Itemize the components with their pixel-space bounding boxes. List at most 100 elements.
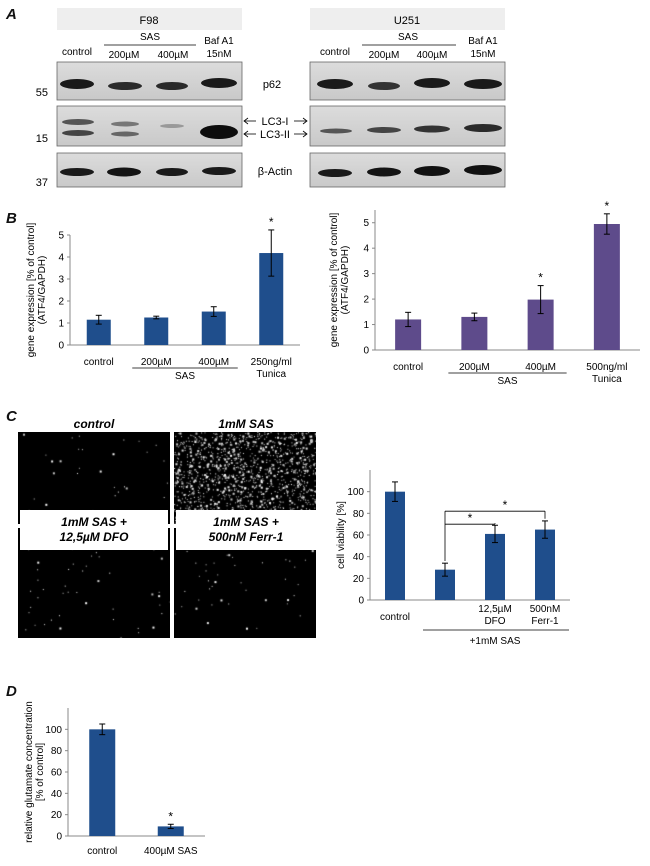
y-tick-label: 80 [353, 509, 365, 520]
micrograph-label-dfo-1: 1mM SAS + [61, 515, 127, 529]
sas-label: SAS [140, 32, 160, 43]
bar [593, 224, 620, 350]
blot-left-p62 [56, 61, 243, 101]
group-label: +1mM SAS [470, 636, 521, 647]
y-axis-label: gene expression [% of control] [26, 223, 37, 358]
y-axis-label: cell viability [%] [336, 501, 347, 569]
lane-label: control [62, 47, 92, 58]
y-tick-label: 80 [51, 746, 63, 757]
bar [201, 311, 226, 345]
y-tick-label: 60 [353, 531, 365, 542]
y-tick-label: 0 [363, 346, 369, 357]
y-axis-label: (ATF4/GAPDH) [340, 246, 351, 315]
panel-letter-b: B [6, 210, 17, 227]
chart-atf4-u251: 0 1 2 3 4 5 gene expression [% of control] (ATF… [329, 200, 640, 387]
x-tick-label: 12,5µM [478, 604, 512, 615]
significance-mark: * [605, 200, 610, 213]
bar [535, 529, 555, 600]
x-tick-label: 200µM [459, 362, 490, 373]
significance-mark: * [269, 215, 274, 229]
x-tick-label: 400µM [198, 357, 229, 368]
x-tick-label: control [393, 362, 423, 373]
micrograph-label-ferr-2: 500nM Ferr-1 [209, 530, 284, 544]
panel-letter-a: A [6, 6, 17, 23]
protein-label-lc3i: LC3-I [262, 116, 289, 128]
x-tick-label: 200µM [141, 357, 172, 368]
x-tick-label: 400µM SAS [144, 846, 198, 857]
y-tick-label: 1 [363, 320, 369, 331]
y-tick-label: 40 [353, 552, 365, 563]
y-tick-label: 60 [51, 768, 63, 779]
protein-label-p62: p62 [263, 79, 281, 91]
significance-mark: * [503, 498, 508, 512]
micrograph-label-control: control [74, 417, 115, 431]
x-tick-label: Tunica [592, 374, 622, 385]
y-tick-label: 2 [363, 295, 369, 306]
blot-right-actin [309, 152, 506, 188]
y-tick-label: 0 [358, 596, 364, 607]
y-tick-label: 3 [363, 269, 369, 280]
y-tick-label: 20 [51, 810, 63, 821]
chart-atf4-f98: 0 1 2 3 4 5 gene expression [% of control] (ATF… [26, 215, 300, 382]
significance-mark: * [538, 271, 543, 285]
y-tick-label: 20 [353, 574, 365, 585]
lane-sublabel: 15nM [206, 49, 231, 60]
y-tick-label: 0 [56, 832, 62, 843]
bar [89, 729, 116, 836]
lane-label: 400µM [158, 50, 189, 61]
y-tick-label: 100 [347, 487, 364, 498]
y-tick-label: 2 [58, 297, 64, 308]
blot-left-actin [56, 152, 243, 188]
y-axis-label: relative glutamate concentration [24, 701, 35, 843]
y-tick-label: 1 [58, 319, 64, 330]
blot-right-lc3 [309, 105, 506, 147]
significance-mark: * [468, 511, 473, 525]
mw-marker: 55 [36, 87, 48, 99]
micrograph-sas [174, 432, 316, 524]
bar [461, 316, 488, 350]
lane-label: 400µM [417, 50, 448, 61]
protein-label-lc3ii: LC3-II [260, 129, 290, 141]
bar [144, 317, 169, 345]
bar [385, 491, 405, 600]
lane-label: Baf A1 [468, 36, 498, 47]
lane-label: 200µM [109, 50, 140, 61]
protein-label-actin: β-Actin [258, 166, 292, 178]
y-tick-label: 0 [58, 341, 64, 352]
micrograph-label-sas: 1mM SAS [218, 417, 273, 431]
panel-letter-c: C [6, 408, 17, 425]
micrograph-control [18, 432, 170, 524]
chart-glutamate: 0 20 40 60 80 100 relative glutamate concentra… [24, 701, 205, 857]
x-tick-label: Ferr-1 [531, 616, 559, 627]
y-tick-label: 5 [58, 231, 64, 242]
mw-marker: 37 [36, 177, 48, 189]
group-label: SAS [175, 371, 195, 382]
blot-right-p62 [309, 61, 506, 101]
cell-line-u251: U251 [394, 15, 420, 27]
y-axis-label: gene expression [% of control] [329, 213, 340, 348]
western-blot-panel: F98 U251 control SAS 200µM 400µM Baf A1 … [36, 8, 506, 189]
y-tick-label: 5 [363, 218, 369, 229]
y-tick-label: 40 [51, 789, 63, 800]
bar [435, 569, 455, 600]
y-tick-label: 4 [363, 244, 369, 255]
micrograph-label-dfo-2: 12,5µM DFO [60, 530, 130, 544]
lane-label: control [320, 47, 350, 58]
micrograph-label-ferr-1: 1mM SAS + [213, 515, 279, 529]
lane-label: Baf A1 [204, 36, 234, 47]
y-axis-label: (ATF4/GAPDH) [37, 256, 48, 325]
x-tick-label: DFO [484, 616, 505, 627]
y-tick-label: 3 [58, 275, 64, 286]
bar [157, 826, 184, 836]
x-tick-label: 400µM [525, 362, 556, 373]
micrograph-labels: control 1mM SAS 1mM SAS + 12,5µM DFO 1mM… [20, 417, 316, 655]
lane-label: 200µM [369, 50, 400, 61]
x-tick-label: control [87, 846, 117, 857]
x-tick-label: control [84, 357, 114, 368]
arrow-icon [243, 117, 308, 138]
x-tick-label: 500ng/ml [586, 362, 627, 373]
x-tick-label: Tunica [256, 369, 286, 380]
x-tick-label: 250ng/ml [251, 357, 292, 368]
y-tick-label: 100 [45, 725, 62, 736]
